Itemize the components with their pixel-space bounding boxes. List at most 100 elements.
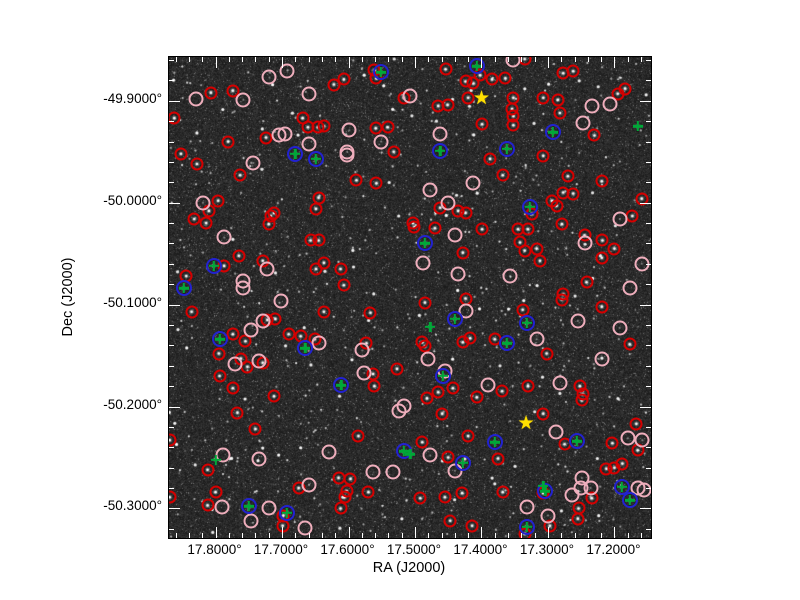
ra-tick-mark: [388, 57, 390, 62]
green-cross-icon: [620, 482, 623, 493]
pink-circle-marker: [311, 335, 327, 351]
red-circle-marker: [438, 490, 452, 504]
ra-tick-mark: [587, 533, 589, 538]
red-circle-marker: [555, 293, 569, 307]
green-cross-icon: [575, 436, 578, 447]
blue-circle-green-cross-marker: [613, 479, 630, 496]
red-circle-marker: [212, 347, 226, 361]
red-circle-marker: [580, 275, 593, 289]
green-cross-icon: [505, 338, 508, 349]
dec-tick-mark: [646, 528, 651, 530]
ra-tick-mark: [215, 527, 217, 538]
ra-tick-mark: [574, 533, 576, 538]
blue-circle-green-cross-marker: [498, 335, 515, 352]
green-cross-icon: [453, 313, 457, 324]
dec-tick-mark: [169, 80, 174, 82]
red-circle-marker: [595, 251, 609, 265]
red-circle-marker: [213, 369, 227, 383]
ra-tick-mark: [175, 533, 177, 538]
red-circle-marker: [169, 433, 177, 447]
red-circle-marker: [201, 498, 215, 512]
ra-tick-mark: [282, 527, 284, 538]
pink-circle-marker: [505, 57, 521, 68]
blue-circle-green-cross-marker: [468, 58, 485, 75]
blue-circle-green-cross-marker: [307, 150, 324, 167]
ra-tick-mark: [215, 57, 217, 68]
ra-tick-mark: [601, 57, 603, 62]
red-circle-marker: [439, 62, 453, 76]
green-cross-marker: [404, 448, 416, 460]
red-circle-marker: [233, 168, 247, 182]
ra-tick-mark: [375, 57, 377, 62]
ra-tick-mark: [255, 533, 257, 538]
green-cross-icon: [441, 370, 445, 381]
ra-tick-mark: [188, 533, 190, 538]
red-circle-marker: [387, 145, 401, 159]
pink-circle-marker: [341, 122, 357, 138]
pink-circle-marker: [584, 98, 600, 114]
red-circle-marker: [267, 206, 281, 220]
dec-tick-mark: [646, 447, 651, 449]
dec-tick-mark: [646, 243, 651, 245]
red-circle-marker: [506, 118, 520, 132]
pink-circle-marker: [612, 320, 628, 336]
pink-circle-marker: [243, 322, 259, 338]
ra-tick-mark: [202, 533, 204, 538]
red-circle-marker: [561, 169, 575, 183]
ra-tick-label: 17.8000°: [187, 542, 242, 557]
red-circle-marker: [587, 128, 601, 142]
red-circle-marker: [555, 217, 569, 231]
red-circle-marker: [618, 82, 632, 96]
ra-tick-mark: [414, 57, 416, 68]
green-cross-icon: [402, 446, 405, 457]
red-circle-marker: [595, 233, 609, 247]
ra-tick-mark: [468, 57, 470, 62]
blue-circle-green-cross-marker: [416, 235, 433, 252]
dec-tick-mark: [646, 325, 651, 326]
green-cross-icon: [212, 260, 215, 271]
dec-tick-mark: [646, 365, 651, 367]
pink-circle-marker: [273, 293, 289, 309]
red-circle-marker: [521, 379, 535, 393]
ra-tick-label: 17.2000°: [586, 542, 641, 557]
red-circle-marker: [211, 194, 225, 208]
pink-circle-marker: [279, 63, 295, 79]
dec-tick-mark: [169, 447, 174, 449]
red-circle-marker: [566, 187, 580, 201]
green-cross-marker: [210, 454, 222, 466]
green-cross-icon: [294, 148, 297, 159]
dec-tick-label: -50.0000°: [103, 192, 162, 208]
red-circle-marker: [595, 174, 609, 188]
ra-tick-mark: [494, 533, 496, 538]
red-circle-marker: [259, 131, 273, 144]
blue-circle-green-cross-marker: [568, 433, 585, 450]
red-circle-marker: [349, 173, 363, 187]
pink-circle-marker: [259, 261, 275, 277]
dec-tick-mark: [169, 243, 174, 245]
red-circle-marker: [495, 384, 509, 398]
dec-tick-mark: [640, 100, 651, 102]
pink-circle-marker: [339, 147, 355, 163]
green-cross-icon: [182, 283, 185, 294]
red-circle-marker: [443, 514, 457, 528]
dec-tick-mark: [646, 121, 651, 123]
red-circle-marker: [309, 262, 323, 276]
ra-tick-label: 17.7000°: [253, 542, 309, 557]
pink-circle-marker: [301, 86, 317, 102]
y-axis-label: Dec (J2000): [60, 257, 76, 337]
red-circle-marker: [461, 91, 475, 105]
pink-circle-marker: [214, 499, 230, 515]
pink-circle-marker: [422, 182, 438, 198]
ra-tick-mark: [188, 57, 190, 62]
blue-circle-green-cross-marker: [287, 145, 304, 162]
red-circle-marker: [337, 278, 351, 292]
dec-tick-mark: [169, 202, 180, 204]
pink-circle-marker: [577, 235, 593, 251]
ra-tick-mark: [481, 57, 483, 68]
ra-tick-mark: [561, 57, 563, 62]
red-circle-marker: [629, 417, 643, 431]
ra-tick-mark: [401, 57, 403, 62]
green-cross-icon: [493, 437, 496, 448]
red-circle-marker: [230, 406, 244, 420]
dec-tick-mark: [169, 121, 174, 123]
